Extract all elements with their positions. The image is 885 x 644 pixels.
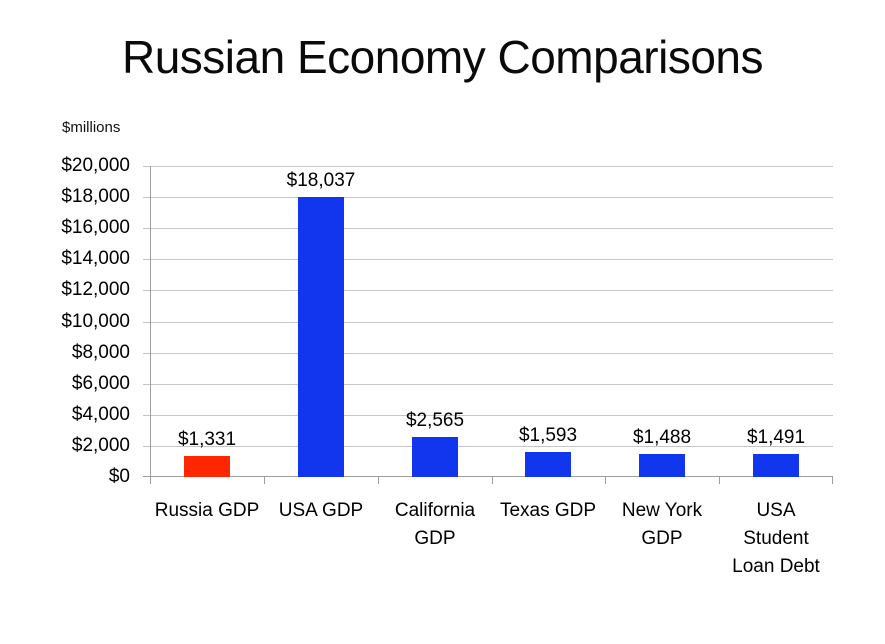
y-axis-tick-label: $16,000 bbox=[61, 217, 130, 238]
bar-texas-gdp bbox=[525, 452, 571, 477]
bar-value-label: $1,593 bbox=[518, 425, 578, 446]
chart-title: Russian Economy Comparisons bbox=[122, 31, 764, 83]
gridline bbox=[143, 228, 833, 229]
y-axis-tick-label: $2,000 bbox=[71, 435, 130, 456]
bar-value-label: $2,565 bbox=[405, 410, 465, 431]
bar-value-label: $1,331 bbox=[177, 429, 237, 450]
y-axis-tick-label: $4,000 bbox=[71, 404, 130, 425]
bar-value-label: $1,491 bbox=[746, 427, 806, 448]
x-axis-tick bbox=[492, 477, 493, 484]
gridline bbox=[143, 290, 833, 291]
x-axis-line bbox=[143, 476, 833, 477]
gridline bbox=[143, 197, 833, 198]
gridline bbox=[143, 353, 833, 354]
bar-california-gdp bbox=[412, 437, 458, 477]
y-axis-tick-labels: $0 $2,000 $4,000 $6,000 $8,000 $10,000 $12,000… bbox=[0, 155, 130, 487]
y-axis-tick-label: $14,000 bbox=[61, 248, 130, 269]
plot-area: $1,331 $18,037 $2,565 $1,593 $1,488 $1,491 bbox=[143, 166, 833, 484]
y-axis-tick-label: $10,000 bbox=[61, 311, 130, 332]
x-axis-tick bbox=[719, 477, 720, 484]
bar-value-label: $1,488 bbox=[632, 427, 692, 448]
category-label: California GDP bbox=[394, 500, 476, 549]
x-axis-tick bbox=[378, 477, 379, 484]
y-axis-tick-label: $0 bbox=[108, 466, 130, 487]
x-axis-category-labels: Russia GDP USA GDP California GDP Texas GDP… bbox=[150, 497, 833, 617]
category-label: Texas GDP bbox=[499, 500, 597, 521]
category-label: USA Student Loan Debt bbox=[732, 500, 820, 577]
x-axis-tick bbox=[264, 477, 265, 484]
category-label: Russia GDP bbox=[154, 500, 260, 521]
gridline bbox=[143, 415, 833, 416]
bar-value-label: $18,037 bbox=[286, 170, 356, 191]
x-axis-tick bbox=[150, 477, 151, 484]
y-axis-line bbox=[150, 166, 151, 484]
bar-usa-gdp bbox=[298, 197, 344, 477]
bar-russia-gdp bbox=[184, 456, 230, 477]
y-axis-tick-label: $18,000 bbox=[61, 186, 130, 207]
gridline bbox=[143, 259, 833, 260]
bar-new-york-gdp bbox=[639, 454, 685, 477]
gridline bbox=[143, 166, 833, 167]
category-label: New York GDP bbox=[621, 500, 703, 549]
y-axis-tick-label: $6,000 bbox=[71, 373, 130, 394]
y-axis-units-label: $millions bbox=[62, 119, 121, 136]
gridline bbox=[143, 322, 833, 323]
gridline bbox=[143, 384, 833, 385]
x-axis-tick bbox=[605, 477, 606, 484]
y-axis-tick-label: $12,000 bbox=[61, 279, 130, 300]
bar-usa-student-loan-debt bbox=[753, 454, 799, 477]
gridline bbox=[143, 446, 833, 447]
category-label: USA GDP bbox=[278, 500, 364, 521]
x-axis-tick bbox=[832, 477, 833, 484]
y-axis-tick-label: $8,000 bbox=[71, 342, 130, 363]
y-axis-tick-label: $20,000 bbox=[61, 155, 130, 176]
